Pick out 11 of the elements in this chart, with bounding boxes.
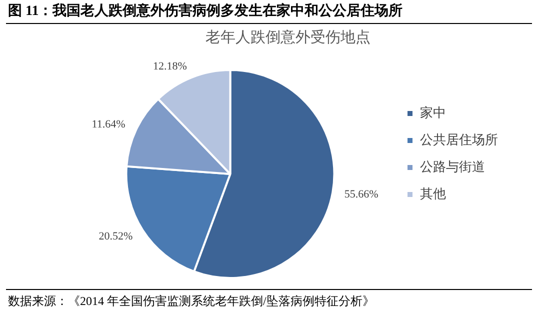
source-note: 数据来源：《2014 年全国伤害监测系统老年跌倒/坠落病例特征分析》 — [8, 293, 376, 310]
legend-label: 家中 — [420, 104, 446, 120]
chart-subtitle: 老年人跌倒意外受伤地点 — [206, 28, 370, 46]
data-label: 55.66% — [344, 188, 378, 200]
legend-label: 公共居住场所 — [420, 132, 498, 147]
legend-label: 其他 — [420, 186, 446, 201]
chart-title: 图 11：我国老人跌倒意外伤害病例多发生在家中和公公居住场所 — [6, 2, 532, 24]
legend-label: 公路与街道 — [420, 158, 485, 174]
data-label: 11.64% — [92, 118, 126, 130]
data-label: 12.18% — [153, 60, 187, 72]
data-label: 20.52% — [98, 230, 133, 243]
